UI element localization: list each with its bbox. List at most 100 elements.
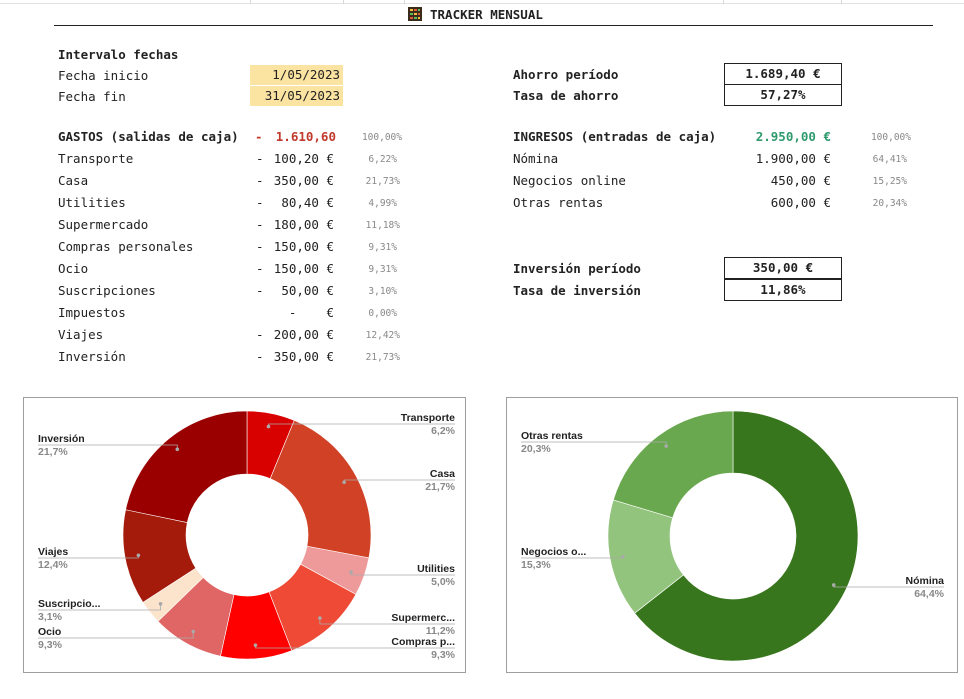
expense-row-pct: 0,00%: [368, 308, 397, 319]
slice-label-name: Utilities: [417, 563, 455, 575]
expense-row-label: Inversión: [58, 349, 126, 364]
leader-dot: [191, 629, 196, 634]
label-supermercado: Supermerc...11,2%: [318, 612, 456, 637]
slice-label-name: Suscripcio...: [38, 598, 101, 610]
title-text: TRACKER MENSUAL: [430, 7, 543, 22]
slice-label-pct: 9,3%: [431, 649, 456, 661]
income-total-pct: 100,00%: [870, 132, 911, 143]
leader-dot: [318, 616, 322, 620]
start-date-value[interactable]: 1/05/2023: [250, 65, 343, 85]
income-header-label: INGRESOS (entradas de caja): [513, 129, 717, 144]
expenses-total[interactable]: 1.610,60: [275, 129, 336, 144]
slice-label-name: Nómina: [905, 575, 944, 587]
expense-row-sign: -: [256, 217, 264, 232]
expense-row-amount[interactable]: 150,00 €: [273, 239, 334, 254]
income-total[interactable]: 2.950,00 €: [755, 129, 831, 144]
dates-section-label: Intervalo fechas: [58, 47, 179, 62]
slice-casa[interactable]: [269, 419, 372, 559]
leader-dot: [664, 444, 669, 448]
expenses-donut-chart: Transporte6,2%Casa21,7%Utilities5,0%Supe…: [38, 410, 456, 661]
slice-label-pct: 3,1%: [38, 611, 63, 623]
label-compras-personales: Compras p...9,3%: [253, 636, 456, 661]
end-date-label: Fecha fin: [58, 89, 126, 104]
expense-row-amount[interactable]: 100,20 €: [273, 151, 334, 166]
expenses-header-label: GASTOS (salidas de caja): [58, 129, 239, 144]
investment-rate-label: Tasa de inversión: [513, 283, 641, 298]
investment-rate-value[interactable]: 11,86%: [724, 279, 842, 301]
income-row-pct: 64,41%: [872, 154, 907, 165]
leader-line: [319, 618, 455, 625]
slice-label-name: Transporte: [401, 412, 455, 424]
expense-row-label: Transporte: [58, 151, 134, 166]
slice-label-pct: 5,0%: [431, 576, 456, 588]
expense-row-sign: -: [256, 151, 264, 166]
leader-dot: [175, 447, 180, 452]
expense-row-label: Utilities: [58, 195, 126, 210]
expense-row-label: Impuestos: [58, 305, 126, 320]
expense-row-pct: 6,22%: [368, 154, 397, 165]
slice-otras-rentas[interactable]: [612, 410, 734, 519]
sheet-top-border: [0, 3, 964, 4]
expense-row-sign: -: [256, 327, 264, 342]
slice-inversion[interactable]: [125, 410, 248, 523]
expense-row-pct: 21,73%: [365, 352, 400, 363]
slice-label-pct: 21,7%: [38, 446, 68, 458]
end-date-value[interactable]: 31/05/2023: [250, 86, 343, 106]
expenses-header-sign: -: [255, 129, 263, 144]
expense-row-amount[interactable]: 200,00 €: [273, 327, 334, 342]
expense-row-pct: 4,99%: [368, 198, 397, 209]
expense-row-amount[interactable]: 150,00 €: [273, 261, 334, 276]
expense-row-amount[interactable]: 350,00 €: [273, 349, 334, 364]
slice-label-name: Viajes: [38, 546, 68, 558]
expense-row-label: Suscripciones: [58, 283, 156, 298]
expense-row-sign: -: [256, 261, 264, 276]
column-guide: [250, 0, 251, 4]
expense-row-amount[interactable]: - €: [288, 305, 334, 320]
expense-row-amount[interactable]: 50,00 €: [281, 283, 334, 298]
column-guide: [841, 0, 842, 4]
income-row-amount[interactable]: 600,00 €: [770, 195, 831, 210]
expense-row-amount[interactable]: 350,00 €: [273, 173, 334, 188]
expenses-chart-panel[interactable]: Transporte 6,2% Casa 21,7% Utilities 5,0% Supe…: [23, 397, 466, 673]
income-row-amount[interactable]: 450,00 €: [770, 173, 831, 188]
leader-dot: [349, 570, 353, 574]
slice-label-pct: 12,4%: [38, 559, 68, 571]
savings-value[interactable]: 1.689,40 €: [724, 63, 842, 85]
income-row-amount[interactable]: 1.900,00 €: [755, 151, 831, 166]
start-date-label: Fecha inicio: [58, 68, 149, 83]
expense-row-label: Viajes: [58, 327, 104, 342]
savings-label: Ahorro período: [513, 67, 619, 82]
slice-nomina[interactable]: [634, 410, 859, 662]
expenses-total-pct: 100,00%: [361, 132, 402, 143]
expense-row-pct: 11,18%: [365, 220, 400, 231]
label-negocios-online: Negocios o...15,3%: [521, 546, 625, 571]
expense-row-pct: 21,73%: [365, 176, 400, 187]
leader-line: [38, 631, 194, 639]
slice-label-pct: 20,3%: [521, 443, 551, 455]
expense-row-amount[interactable]: 180,00 €: [273, 217, 334, 232]
income-chart-panel[interactable]: Nómina 64,4% Negocios o... 15,3% Otras renta…: [506, 397, 958, 673]
label-suscripciones: Suscripcio...3,1%: [38, 598, 163, 623]
leader-dot: [831, 583, 836, 587]
expense-row-sign: -: [256, 195, 264, 210]
income-row-pct: 20,34%: [872, 198, 907, 209]
column-guide: [343, 0, 344, 4]
slice-label-name: Supermerc...: [391, 612, 455, 624]
slice-label-pct: 9,3%: [38, 639, 63, 651]
expense-row-pct: 9,31%: [368, 264, 397, 275]
title-underline: [54, 25, 933, 26]
savings-rate-label: Tasa de ahorro: [513, 88, 619, 103]
slice-label-name: Compras p...: [391, 636, 455, 648]
leader-dot: [136, 553, 141, 558]
savings-rate-value[interactable]: 57,27%: [724, 84, 842, 106]
column-guide: [404, 0, 405, 4]
investment-value[interactable]: 350,00 €: [724, 257, 842, 279]
leader-dot: [158, 602, 163, 606]
expense-row-label: Casa: [58, 173, 89, 188]
expense-row-amount[interactable]: 80,40 €: [281, 195, 334, 210]
